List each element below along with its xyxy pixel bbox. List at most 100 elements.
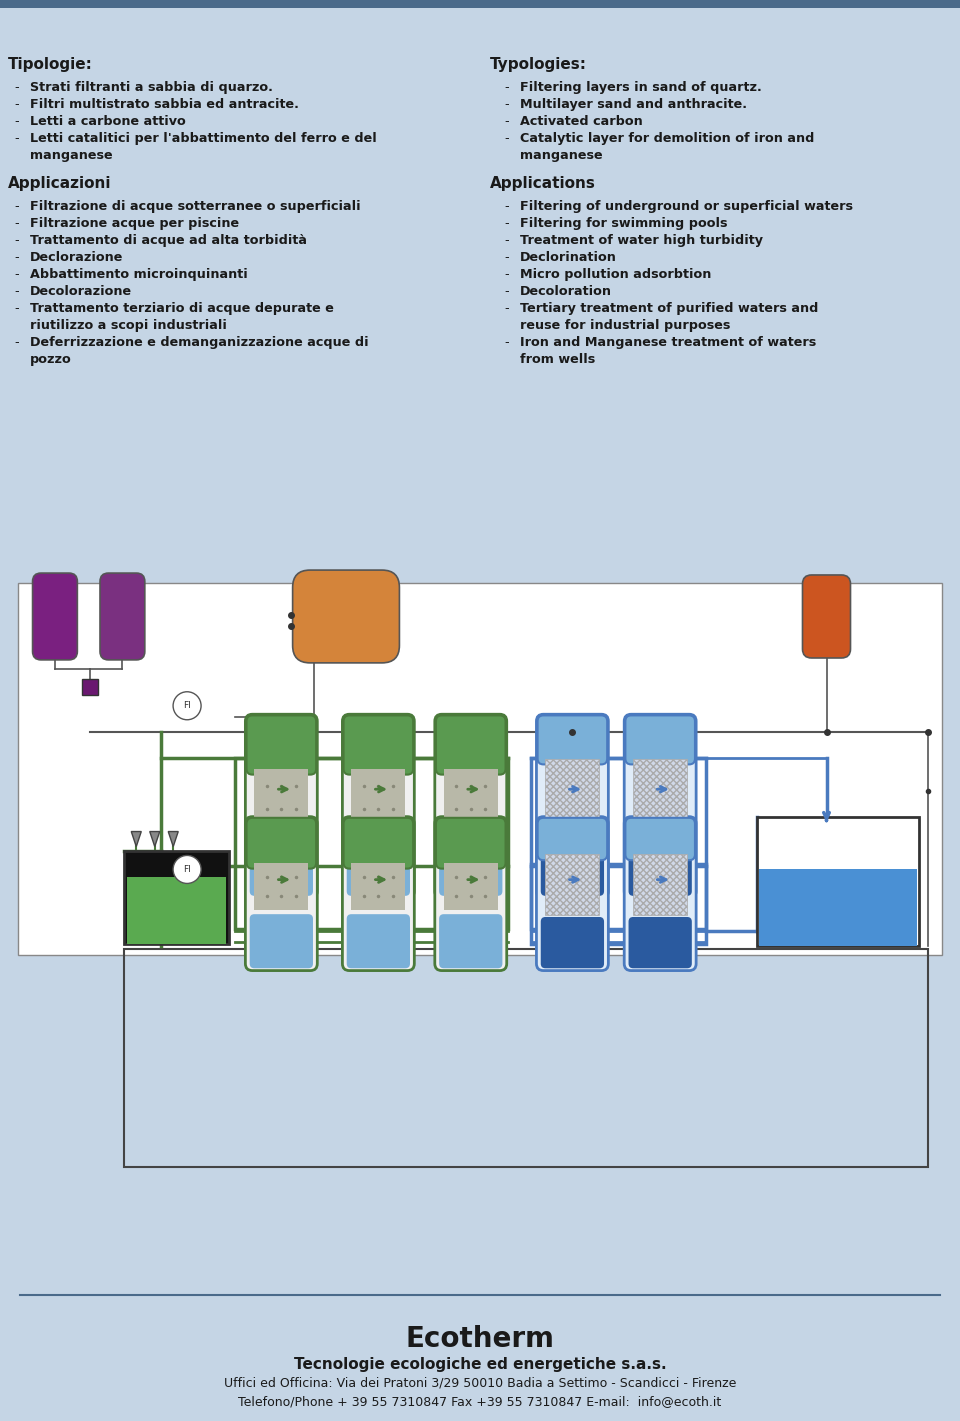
FancyBboxPatch shape xyxy=(247,715,316,774)
Text: -: - xyxy=(14,252,18,264)
FancyBboxPatch shape xyxy=(538,818,608,860)
Text: Telefono/Phone + 39 55 7310847 Fax +39 55 7310847 E-mail:  info@ecoth.it: Telefono/Phone + 39 55 7310847 Fax +39 5… xyxy=(238,1395,722,1408)
Text: Declorazione: Declorazione xyxy=(30,252,124,264)
Bar xyxy=(124,851,228,944)
Text: -: - xyxy=(14,286,18,298)
Bar xyxy=(128,877,226,944)
FancyBboxPatch shape xyxy=(436,715,506,774)
Text: Filtrazione acque per piscine: Filtrazione acque per piscine xyxy=(30,217,239,230)
Bar xyxy=(351,863,405,911)
FancyBboxPatch shape xyxy=(625,818,695,860)
Text: Filtering for swimming pools: Filtering for swimming pools xyxy=(520,217,728,230)
FancyBboxPatch shape xyxy=(347,914,410,968)
FancyBboxPatch shape xyxy=(439,833,502,895)
Text: pozzo: pozzo xyxy=(30,352,72,367)
FancyBboxPatch shape xyxy=(33,573,78,659)
Text: Declorination: Declorination xyxy=(520,252,617,264)
FancyBboxPatch shape xyxy=(629,836,692,895)
Bar xyxy=(0,0,960,9)
Text: riutilizzo a scopi industriali: riutilizzo a scopi industriali xyxy=(30,318,227,333)
Text: -: - xyxy=(504,115,509,128)
Text: Filtrazione di acque sotterranee o superficiali: Filtrazione di acque sotterranee o super… xyxy=(30,200,361,213)
FancyBboxPatch shape xyxy=(247,818,316,868)
Bar xyxy=(545,759,599,831)
FancyBboxPatch shape xyxy=(344,818,413,868)
Text: -: - xyxy=(14,81,18,94)
Text: Typologies:: Typologies: xyxy=(490,57,587,72)
Text: -: - xyxy=(504,335,509,350)
Bar xyxy=(444,769,497,827)
Text: manganese: manganese xyxy=(30,149,112,162)
Text: Decoloration: Decoloration xyxy=(520,286,612,298)
Text: -: - xyxy=(14,115,18,128)
Text: -: - xyxy=(14,335,18,350)
Bar xyxy=(531,864,707,944)
FancyBboxPatch shape xyxy=(624,715,696,898)
FancyBboxPatch shape xyxy=(537,817,609,971)
Text: -: - xyxy=(504,234,509,247)
Text: Filtering layers in sand of quartz.: Filtering layers in sand of quartz. xyxy=(520,81,761,94)
Text: -: - xyxy=(504,252,509,264)
FancyBboxPatch shape xyxy=(540,836,604,895)
FancyBboxPatch shape xyxy=(436,818,506,868)
Text: -: - xyxy=(14,132,18,145)
Text: Trattamento terziario di acque depurate e: Trattamento terziario di acque depurate … xyxy=(30,303,334,315)
Text: -: - xyxy=(504,200,509,213)
Text: Tecnologie ecologiche ed energetiche s.a.s.: Tecnologie ecologiche ed energetiche s.a… xyxy=(294,1357,666,1373)
Text: FI: FI xyxy=(183,701,191,710)
Text: Micro pollution adsorbtion: Micro pollution adsorbtion xyxy=(520,269,711,281)
FancyBboxPatch shape xyxy=(435,817,507,971)
FancyBboxPatch shape xyxy=(250,833,313,895)
Bar xyxy=(254,769,308,827)
Text: manganese: manganese xyxy=(520,149,603,162)
Text: from wells: from wells xyxy=(520,352,595,367)
Circle shape xyxy=(173,855,201,884)
Text: Ecotherm: Ecotherm xyxy=(405,1324,555,1353)
Polygon shape xyxy=(150,831,159,847)
Text: Applicazioni: Applicazioni xyxy=(8,176,111,190)
Text: Letti a carbone attivo: Letti a carbone attivo xyxy=(30,115,185,128)
Bar xyxy=(444,863,497,911)
Text: Trattamento di acque ad alta torbidità: Trattamento di acque ad alta torbidità xyxy=(30,234,307,247)
FancyBboxPatch shape xyxy=(293,570,399,662)
Bar xyxy=(757,817,919,946)
FancyBboxPatch shape xyxy=(537,715,609,898)
Bar xyxy=(235,757,508,929)
Text: Filtering of underground or superficial waters: Filtering of underground or superficial … xyxy=(520,200,853,213)
Text: -: - xyxy=(504,217,509,230)
Text: Multilayer sand and anthracite.: Multilayer sand and anthracite. xyxy=(520,98,747,111)
Text: -: - xyxy=(14,303,18,315)
FancyBboxPatch shape xyxy=(540,917,604,968)
Bar xyxy=(82,679,98,695)
Text: Activated carbon: Activated carbon xyxy=(520,115,643,128)
FancyBboxPatch shape xyxy=(347,833,410,895)
Text: Treatment of water high turbidity: Treatment of water high turbidity xyxy=(520,234,763,247)
Text: Deferrizzazione e demanganizzazione acque di: Deferrizzazione e demanganizzazione acqu… xyxy=(30,335,369,350)
Bar xyxy=(634,759,687,831)
FancyBboxPatch shape xyxy=(435,715,507,898)
FancyBboxPatch shape xyxy=(439,914,502,968)
Text: Uffici ed Officina: Via dei Pratoni 3/29 50010 Badia a Settimo - Scandicci - Fir: Uffici ed Officina: Via dei Pratoni 3/29… xyxy=(224,1377,736,1390)
Text: -: - xyxy=(14,269,18,281)
FancyBboxPatch shape xyxy=(343,715,415,898)
Bar xyxy=(759,868,917,946)
Text: Filtri multistrato sabbia ed antracite.: Filtri multistrato sabbia ed antracite. xyxy=(30,98,299,111)
Bar xyxy=(531,757,707,929)
Text: FI: FI xyxy=(183,865,191,874)
FancyBboxPatch shape xyxy=(344,715,413,774)
FancyBboxPatch shape xyxy=(250,914,313,968)
FancyBboxPatch shape xyxy=(624,817,696,971)
FancyBboxPatch shape xyxy=(538,715,608,764)
Text: reuse for industrial purposes: reuse for industrial purposes xyxy=(520,318,731,333)
Text: -: - xyxy=(14,98,18,111)
Text: Catalytic layer for demolition of iron and: Catalytic layer for demolition of iron a… xyxy=(520,132,814,145)
Circle shape xyxy=(173,692,201,720)
Bar xyxy=(545,854,599,915)
Polygon shape xyxy=(168,831,179,847)
FancyBboxPatch shape xyxy=(343,817,415,971)
Text: Decolorazione: Decolorazione xyxy=(30,286,132,298)
Bar xyxy=(254,863,308,911)
FancyBboxPatch shape xyxy=(246,715,318,898)
Bar xyxy=(18,583,942,955)
FancyBboxPatch shape xyxy=(100,573,145,659)
